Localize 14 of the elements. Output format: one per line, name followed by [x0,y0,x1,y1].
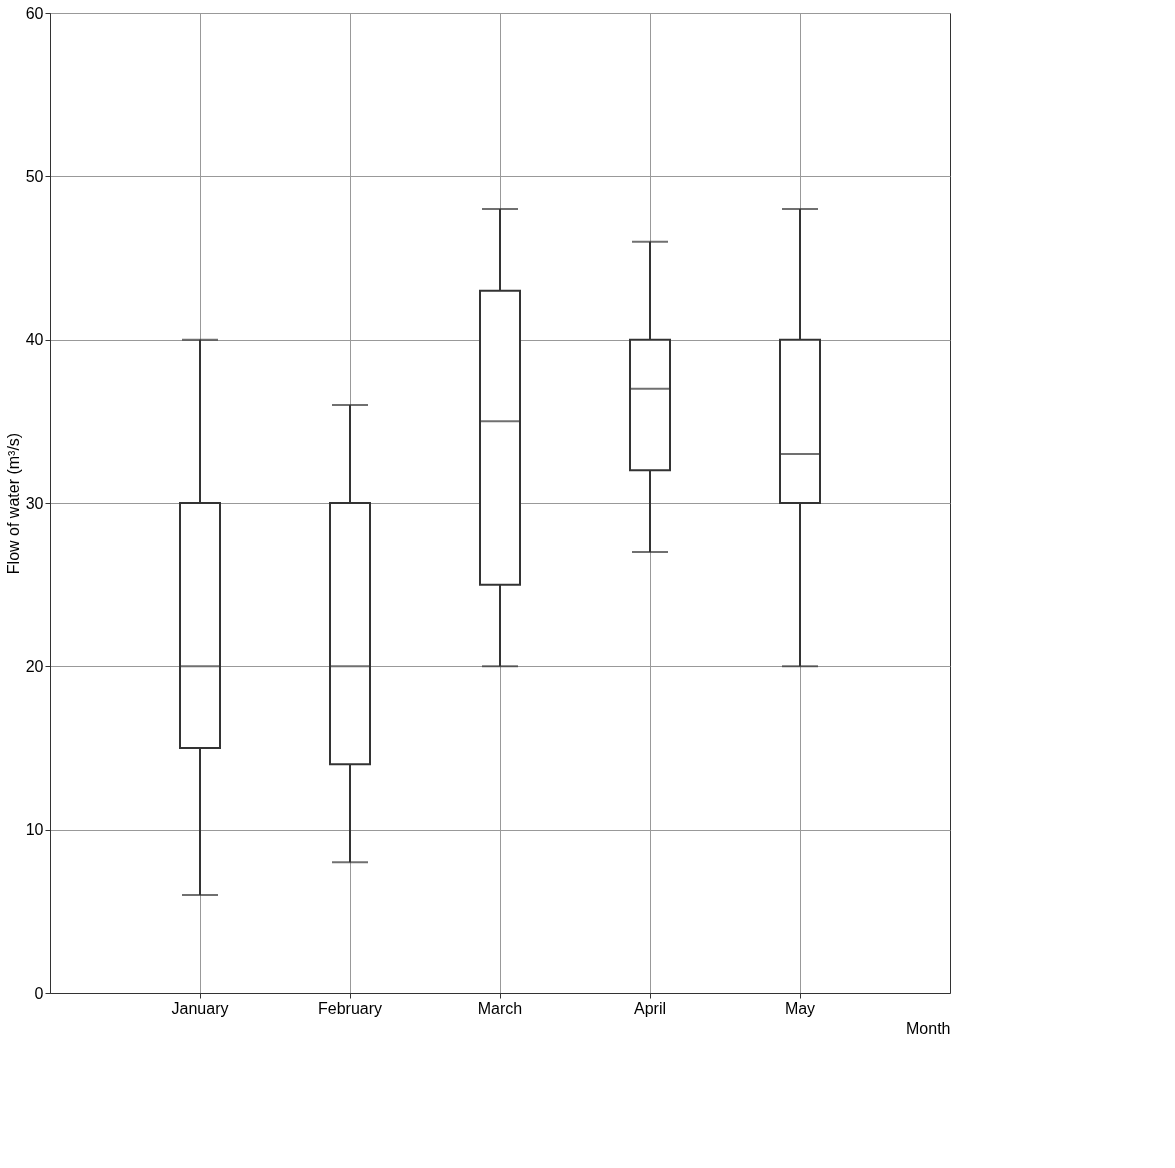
x-tick-label: January [171,999,229,1017]
y-tick-label: 50 [25,167,44,185]
x-tick-label: February [317,999,383,1017]
x-tick-label: March [477,999,523,1017]
y-tick-label: 0 [34,984,44,1002]
y-tick-label: 20 [25,657,44,675]
x-tick-label: May [784,999,816,1017]
x-axis-title: Month [906,1019,951,1037]
y-tick-label: 60 [25,4,44,22]
y-tick-label: 10 [25,821,44,839]
y-tick-label: 30 [25,494,44,512]
y-tick-label: 40 [25,331,44,349]
x-tick-label: April [633,999,667,1017]
y-axis-title: Flow of water (m³/s) [4,432,22,575]
